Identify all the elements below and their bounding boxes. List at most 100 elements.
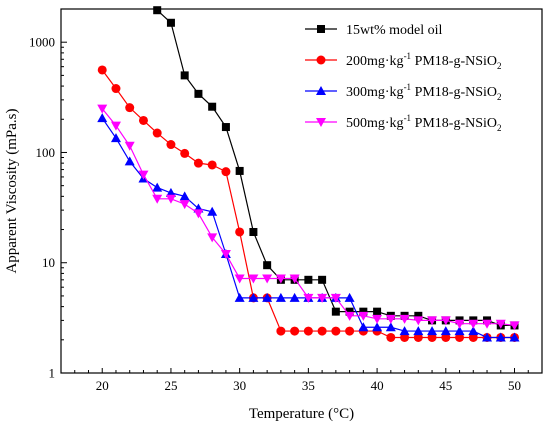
data-point — [193, 209, 204, 219]
series-layer — [97, 6, 520, 342]
data-point — [207, 206, 218, 216]
plot-frame — [60, 8, 543, 374]
data-point — [317, 293, 328, 303]
data-point — [413, 332, 423, 342]
data-point — [454, 319, 465, 329]
data-point — [208, 102, 217, 111]
data-point — [372, 314, 383, 324]
data-point — [152, 182, 163, 192]
data-point — [318, 275, 327, 284]
data-point — [372, 322, 383, 332]
data-point — [331, 326, 341, 336]
data-point — [166, 140, 176, 150]
plot-area — [60, 8, 543, 374]
data-point — [304, 275, 313, 284]
legend-marker — [316, 118, 326, 127]
data-point — [234, 274, 245, 284]
data-point — [235, 166, 244, 175]
data-point — [358, 311, 369, 321]
data-point — [358, 322, 369, 332]
data-point — [509, 332, 520, 342]
data-point — [125, 103, 135, 113]
x-tick-label: 35 — [302, 378, 315, 393]
data-point — [124, 141, 135, 151]
legend-label: 300mg·kg-1 PM18-g-NSiO2 — [346, 82, 502, 102]
data-point — [344, 292, 355, 302]
data-point — [248, 292, 259, 302]
data-point — [235, 227, 245, 237]
x-tick-label: 50 — [508, 378, 521, 393]
data-point — [344, 311, 355, 321]
data-point — [400, 332, 410, 342]
data-point — [165, 194, 176, 204]
data-point — [262, 274, 273, 284]
data-point — [207, 233, 218, 243]
data-point — [441, 332, 451, 342]
series-line — [101, 117, 515, 339]
data-point — [454, 326, 465, 336]
data-point — [495, 319, 506, 329]
data-point — [359, 307, 368, 316]
data-point — [427, 316, 438, 326]
data-point — [97, 104, 108, 114]
data-point — [468, 326, 479, 336]
data-point — [414, 311, 423, 320]
data-point — [207, 160, 217, 170]
data-point — [289, 274, 300, 284]
x-axis-label: Temperature (°C) — [249, 406, 354, 422]
data-point — [138, 115, 148, 125]
data-point — [97, 65, 107, 75]
data-point — [468, 319, 479, 329]
data-point — [179, 200, 190, 210]
y-tick-label: 1 — [49, 366, 56, 381]
legend: 15wt% model oil 200mg·kg-1 PM18-g-NSiO2 30… — [305, 23, 502, 133]
data-point — [138, 170, 149, 180]
legend-label: 15wt% model oil — [346, 23, 443, 38]
x-tick-label: 30 — [233, 378, 246, 393]
legend-item-2: 200mg·kg-1 PM18-g-NSiO2 — [305, 51, 502, 71]
data-point — [194, 89, 203, 98]
legend-item-3: 300mg·kg-1 PM18-g-NSiO2 — [305, 82, 502, 102]
data-point — [303, 326, 313, 336]
data-point — [234, 292, 245, 302]
data-point — [111, 84, 121, 94]
data-point — [373, 307, 382, 316]
data-point — [345, 307, 354, 316]
data-point — [509, 321, 520, 331]
data-point — [153, 6, 162, 15]
data-point — [399, 326, 410, 336]
data-point — [427, 332, 437, 342]
data-point — [262, 292, 273, 302]
data-point — [220, 250, 231, 260]
data-point — [276, 326, 286, 336]
data-point — [331, 307, 340, 316]
data-point — [399, 314, 410, 324]
data-point — [290, 326, 300, 336]
series-4 — [97, 104, 520, 331]
legend-marker — [317, 25, 325, 33]
legend-item-4: 500mg·kg-1 PM18-g-NSiO2 — [305, 113, 502, 133]
data-point — [385, 322, 396, 332]
data-point — [221, 167, 231, 177]
data-point — [193, 158, 203, 168]
data-point — [413, 326, 424, 336]
y-tick-label: 1000 — [29, 35, 55, 50]
data-point — [289, 292, 300, 302]
data-point — [248, 274, 259, 284]
x-tick-label: 20 — [96, 378, 109, 393]
data-point — [440, 316, 451, 326]
x-tick-label: 40 — [371, 378, 384, 393]
legend-marker — [316, 55, 326, 65]
legend-label: 500mg·kg-1 PM18-g-NSiO2 — [346, 113, 502, 133]
series-3 — [97, 113, 520, 342]
legend-label: 200mg·kg-1 PM18-g-NSiO2 — [346, 51, 502, 71]
data-point — [110, 133, 121, 143]
data-point — [330, 293, 341, 303]
x-tick-label: 25 — [164, 378, 177, 393]
y-tick-label: 10 — [42, 255, 55, 270]
data-point — [166, 18, 175, 27]
data-point — [455, 332, 465, 342]
data-point — [180, 71, 189, 80]
data-point — [482, 332, 493, 342]
